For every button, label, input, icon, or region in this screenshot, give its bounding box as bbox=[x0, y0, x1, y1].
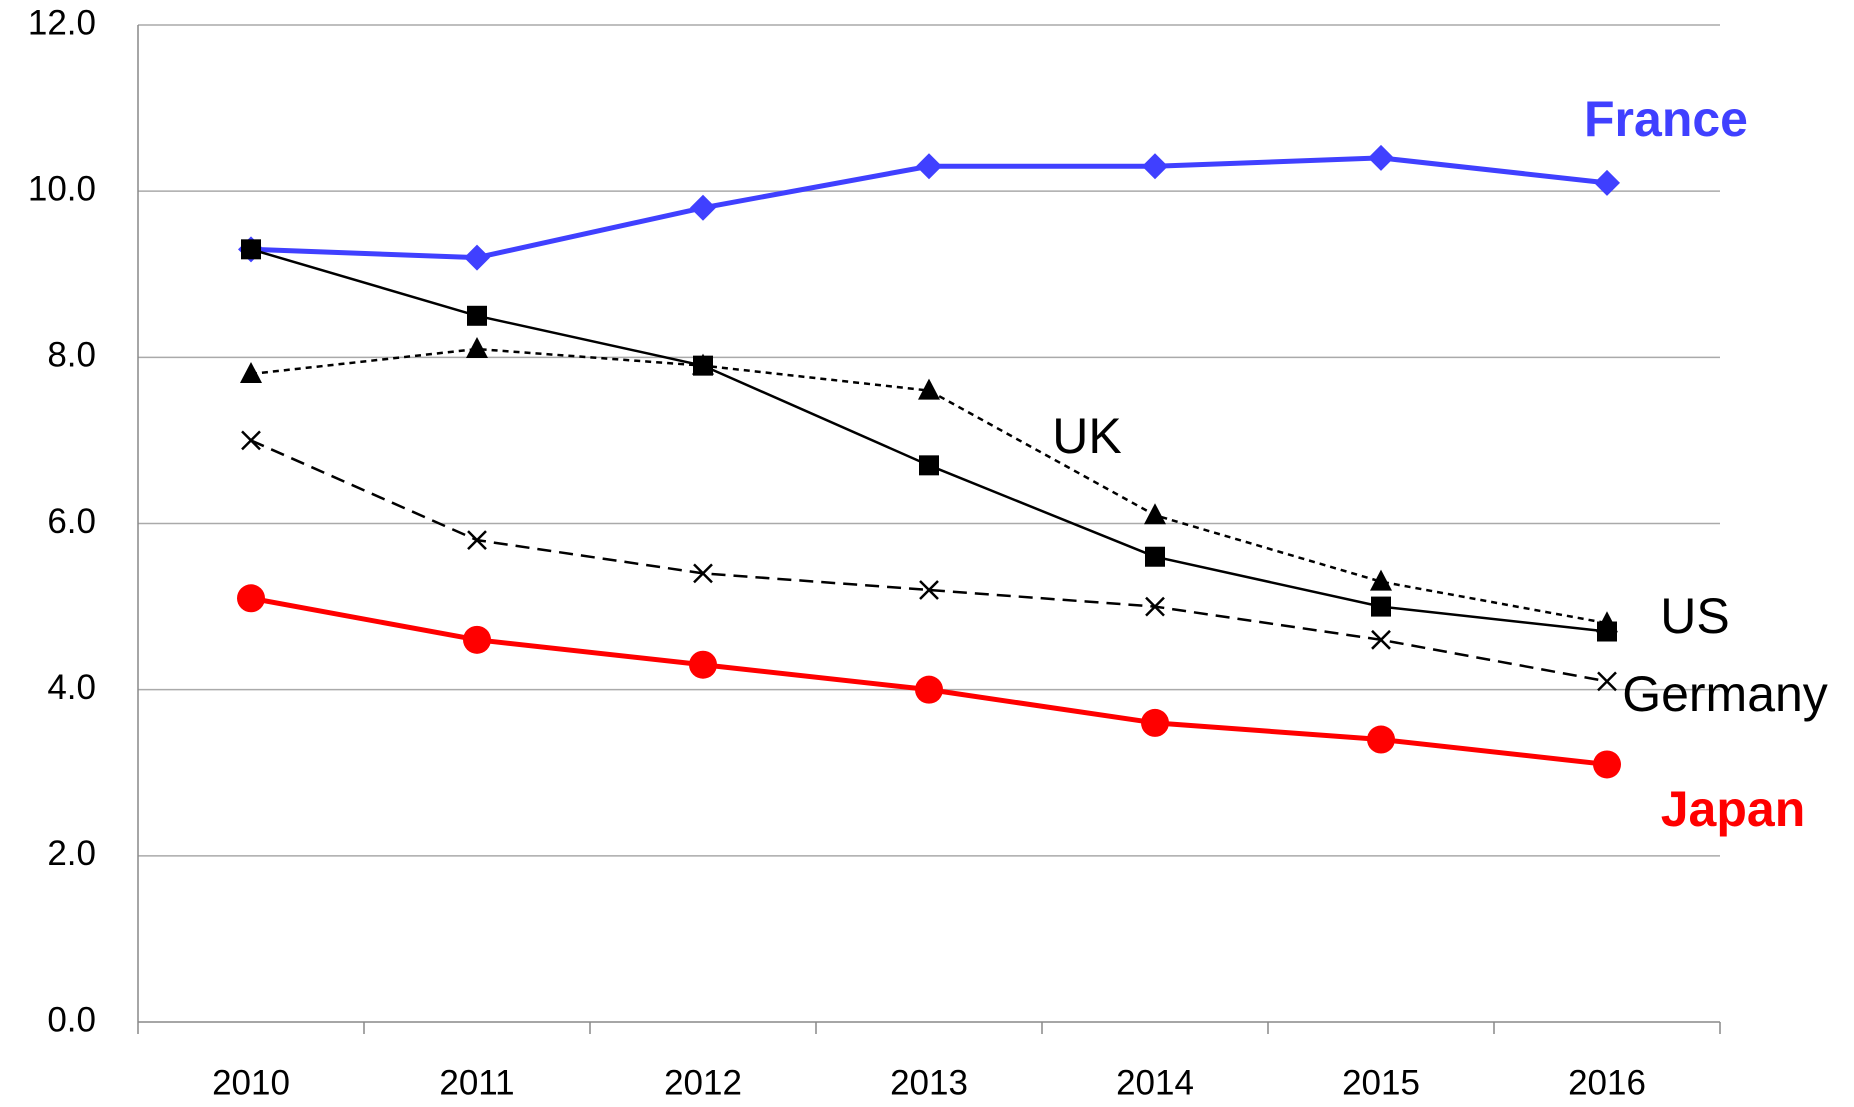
marker bbox=[237, 584, 265, 613]
marker bbox=[464, 244, 490, 271]
marker bbox=[690, 194, 716, 221]
marker bbox=[693, 355, 713, 376]
marker bbox=[919, 580, 939, 600]
series-label: Germany bbox=[1622, 666, 1828, 722]
x-tick-label: 2010 bbox=[212, 1063, 290, 1102]
x-tick-label: 2012 bbox=[664, 1063, 742, 1102]
marker bbox=[1367, 725, 1395, 754]
marker bbox=[1145, 546, 1165, 567]
marker bbox=[1141, 708, 1169, 737]
y-tick-label: 6.0 bbox=[47, 502, 96, 541]
y-tick-label: 12.0 bbox=[28, 3, 96, 42]
marker bbox=[689, 650, 717, 679]
x-tick-label: 2015 bbox=[1342, 1063, 1420, 1102]
marker bbox=[1593, 750, 1621, 779]
series-line bbox=[250, 248, 1608, 633]
y-tick-label: 8.0 bbox=[47, 336, 96, 375]
x-tick-label: 2011 bbox=[439, 1063, 514, 1102]
marker bbox=[466, 337, 488, 359]
marker bbox=[1371, 596, 1391, 617]
marker bbox=[241, 239, 261, 260]
marker bbox=[1371, 629, 1391, 650]
marker bbox=[1142, 153, 1168, 180]
marker bbox=[1597, 671, 1617, 692]
x-tick-label: 2016 bbox=[1568, 1063, 1646, 1102]
x-tick-label: 2013 bbox=[890, 1063, 968, 1102]
y-tick-label: 4.0 bbox=[47, 668, 96, 707]
marker bbox=[916, 153, 942, 180]
marker bbox=[1145, 596, 1165, 617]
marker bbox=[1597, 621, 1617, 642]
y-tick-label: 2.0 bbox=[47, 834, 96, 873]
series-line bbox=[250, 439, 1608, 683]
series-label: US bbox=[1660, 588, 1729, 644]
marker bbox=[240, 361, 262, 383]
y-tick-label: 10.0 bbox=[28, 169, 96, 208]
series-label: France bbox=[1584, 91, 1748, 147]
marker bbox=[1144, 503, 1166, 525]
marker bbox=[915, 675, 943, 704]
series-label: Japan bbox=[1661, 781, 1806, 837]
marker bbox=[1370, 569, 1392, 591]
marker bbox=[693, 563, 713, 584]
marker bbox=[467, 530, 487, 551]
marker bbox=[1594, 169, 1620, 196]
marker bbox=[463, 625, 491, 654]
marker bbox=[919, 455, 939, 476]
marker bbox=[241, 430, 261, 451]
y-tick-label: 0.0 bbox=[47, 1000, 96, 1039]
x-tick-label: 2014 bbox=[1116, 1063, 1194, 1102]
marker bbox=[918, 378, 940, 400]
marker bbox=[467, 305, 487, 326]
series-label: UK bbox=[1052, 408, 1121, 464]
marker bbox=[1368, 144, 1394, 171]
